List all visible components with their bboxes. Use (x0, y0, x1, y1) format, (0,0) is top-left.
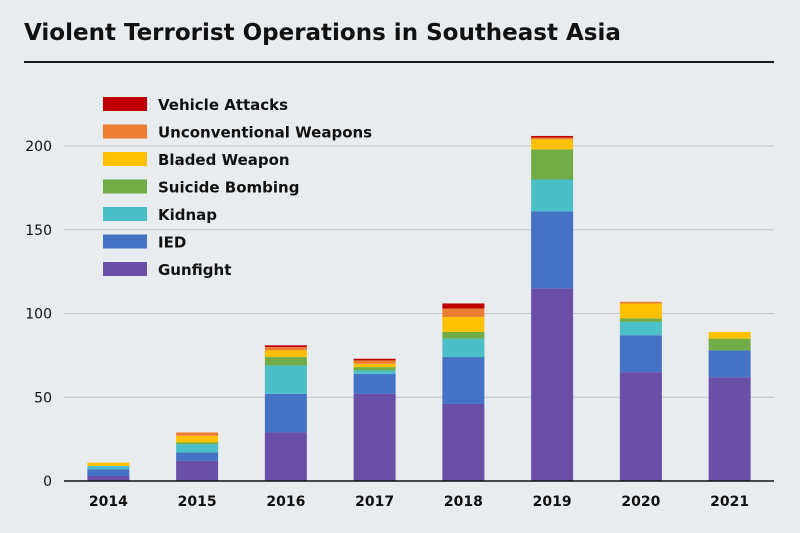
legend-item: Vehicle Attacks (103, 96, 288, 114)
bar-segment-ied (708, 350, 751, 378)
bar-segment-gunfight (619, 372, 662, 481)
bar-segment-bladed-weapon (531, 139, 574, 150)
bar-segment-suicide-bombing (264, 357, 307, 366)
legend-swatch (103, 234, 147, 249)
bar-segment-bladed-weapon (264, 350, 307, 358)
x-tick-label: 2015 (178, 494, 217, 510)
legend-label: Suicide Bombing (158, 179, 299, 197)
y-tick-label: 50 (34, 390, 52, 406)
bar-segment-kidnap (176, 444, 219, 453)
legend-item: Unconventional Weapons (103, 124, 372, 142)
legend-item: Kidnap (103, 206, 217, 224)
y-tick-label: 100 (25, 307, 52, 323)
bar-segment-bladed-weapon (353, 363, 396, 368)
x-tick-label: 2017 (355, 494, 394, 510)
x-tick-label: 2019 (533, 494, 572, 510)
bar-segment-ied (176, 452, 219, 461)
bar-segment-gunfight (87, 475, 130, 481)
legend-label: IED (158, 234, 186, 252)
bar-segment-ied (87, 469, 130, 476)
legend-item: Suicide Bombing (103, 179, 299, 197)
bar-segment-kidnap (87, 465, 130, 470)
legend-swatch (103, 124, 147, 139)
bar-segment-kidnap (442, 338, 485, 358)
legend-swatch (103, 97, 147, 111)
y-tick-label: 0 (43, 474, 52, 490)
bar-segment-kidnap (619, 321, 662, 336)
bar-segment-suicide-bombing (442, 331, 485, 339)
legend-swatch (103, 207, 147, 221)
bars (87, 135, 751, 481)
legend-item: IED (103, 234, 186, 252)
y-tick-label: 200 (25, 139, 52, 155)
legend-swatch (103, 179, 147, 194)
x-tick-label: 2014 (89, 494, 128, 510)
bar-segment-ied (264, 393, 307, 433)
bar-segment-suicide-bombing (708, 338, 751, 351)
bar-segment-suicide-bombing (619, 318, 662, 322)
x-tick-label: 2018 (444, 494, 483, 510)
legend-label: Vehicle Attacks (158, 96, 288, 114)
chart-title: Violent Terrorist Operations in Southeas… (24, 20, 621, 46)
legend-label: Kidnap (158, 206, 217, 224)
bar-segment-gunfight (708, 377, 751, 481)
bar-segment-vehicle-attacks (353, 358, 396, 361)
bar-segment-gunfight (353, 393, 396, 481)
legend-label: Bladed Weapon (158, 151, 290, 169)
bar-segment-unconventional-weapons (176, 432, 219, 436)
bar-segment-bladed-weapon (176, 435, 219, 443)
bar-segment-gunfight (176, 460, 219, 481)
bar-segment-gunfight (531, 288, 574, 481)
y-axis-ticks: 0 50 100 150 200 (25, 139, 52, 490)
bar-segment-ied (531, 211, 574, 289)
bar-segment-kidnap (353, 370, 396, 374)
bar-segment-bladed-weapon (708, 331, 751, 339)
x-tick-label: 2020 (621, 494, 660, 510)
bar-segment-vehicle-attacks (531, 135, 574, 138)
legend-swatch (103, 262, 147, 276)
bar-segment-unconventional-weapons (619, 301, 662, 304)
bar-segment-ied (353, 373, 396, 394)
legend-swatch (103, 152, 147, 166)
legend-item: Gunfight (103, 261, 231, 279)
legend: Vehicle Attacks Unconventional Weapons Bla… (103, 96, 372, 279)
bar-segment-ied (619, 335, 662, 373)
bar-segment-unconventional-weapons (442, 308, 485, 317)
bar-segment-bladed-weapon (442, 316, 485, 332)
bar-segment-kidnap (264, 365, 307, 394)
legend-label: Gunfight (158, 261, 231, 279)
x-axis-ticks: 2014 2015 2016 2017 2018 2019 2020 2021 (89, 494, 749, 510)
bar-segment-bladed-weapon (87, 462, 130, 466)
title-divider (24, 61, 774, 63)
x-tick-label: 2021 (710, 494, 749, 510)
bar-segment-unconventional-weapons (531, 137, 574, 140)
legend-item: Bladed Weapon (103, 151, 290, 169)
bar-segment-unconventional-weapons (353, 360, 396, 364)
y-tick-label: 150 (25, 223, 52, 239)
bar-segment-bladed-weapon (619, 303, 662, 319)
bar-segment-gunfight (264, 432, 307, 481)
legend-label: Unconventional Weapons (158, 124, 372, 142)
bar-segment-gunfight (442, 403, 485, 481)
bar-segment-kidnap (531, 179, 574, 212)
bar-segment-vehicle-attacks (442, 303, 485, 309)
bar-segment-suicide-bombing (531, 149, 574, 180)
bar-segment-ied (442, 357, 485, 404)
bar-segment-suicide-bombing (353, 367, 396, 371)
bar-segment-vehicle-attacks (264, 345, 307, 347)
bar-segment-unconventional-weapons (264, 347, 307, 351)
bar-segment-suicide-bombing (176, 442, 219, 445)
x-tick-label: 2016 (266, 494, 305, 510)
